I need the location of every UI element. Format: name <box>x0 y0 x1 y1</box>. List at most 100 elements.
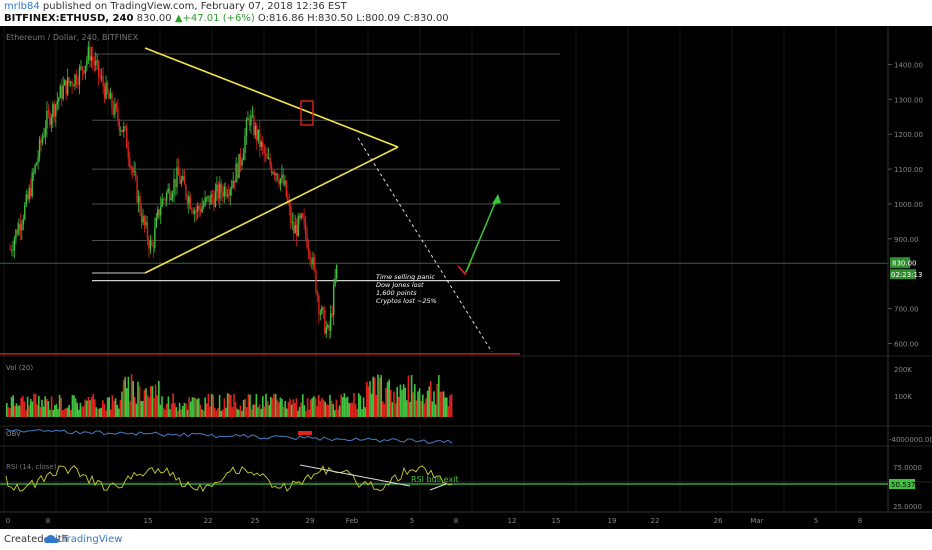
candle-body <box>140 212 143 223</box>
volume-bar <box>215 410 218 417</box>
volume-bar <box>124 377 126 417</box>
candle-body <box>239 154 242 166</box>
volume-bar <box>210 393 213 417</box>
volume-bar <box>138 386 141 417</box>
candle-body <box>71 81 73 86</box>
volume-bar <box>22 396 24 417</box>
volume-bar <box>102 400 104 417</box>
created-with-label: Created with <box>4 534 68 545</box>
candle-body <box>74 74 76 87</box>
candle-body <box>127 148 129 158</box>
volume-bar <box>276 399 278 417</box>
obv-line <box>5 428 453 444</box>
volume-bar <box>343 393 346 417</box>
time-tick-label: 25 <box>251 517 260 525</box>
volume-bar <box>63 408 66 417</box>
volume-bar <box>247 394 250 417</box>
author-link[interactable]: mrlb84 <box>4 1 40 12</box>
volume-bar <box>434 404 437 417</box>
volume-panel: Vol (20) 200K 100K <box>6 364 912 417</box>
time-tick-label: 15 <box>552 517 561 525</box>
volume-bar <box>394 403 397 417</box>
volume-bar <box>162 407 165 417</box>
candle-body <box>22 219 25 225</box>
volume-bar <box>359 395 362 417</box>
candle-body <box>298 215 301 219</box>
candle-body <box>160 206 162 216</box>
chart-area[interactable]: 1400.00 1300.00 1200.00 1100.00 1000.00 900.0… <box>0 26 932 529</box>
candle-body <box>102 76 104 87</box>
price-tick-label: 700.00 <box>894 306 919 314</box>
volume-bar <box>270 396 272 417</box>
volume-bar <box>66 407 69 417</box>
candle-body <box>241 160 243 166</box>
volume-bar <box>119 399 122 417</box>
candle-body <box>66 77 69 95</box>
volume-bar <box>356 408 358 417</box>
time-tick-label: 15 <box>144 517 153 525</box>
candle-body <box>222 192 224 197</box>
candle-body <box>77 83 79 85</box>
volume-bar <box>118 408 120 417</box>
candle-body <box>121 130 124 132</box>
candle-body <box>297 215 299 237</box>
last-price-badge <box>890 257 910 269</box>
price-candles <box>9 37 338 340</box>
volume-bar <box>156 395 158 417</box>
volume-bar <box>297 410 299 417</box>
candle-body <box>123 126 125 132</box>
chart-header: mrlb84 published on TradingView.com, Feb… <box>0 0 932 26</box>
volume-bar <box>159 404 162 417</box>
candle-body <box>242 153 245 161</box>
volume-bar <box>414 384 416 417</box>
last-price-badge-label: 830.00 <box>892 260 917 268</box>
candle-body <box>219 183 221 199</box>
volume-bar <box>60 397 62 417</box>
symbol-name[interactable]: BITFINEX:ETHUSD <box>4 13 106 24</box>
volume-bar <box>266 401 269 417</box>
volume-bar <box>385 387 387 417</box>
volume-bar <box>274 394 277 417</box>
volume-bar <box>15 403 18 417</box>
candle-body <box>43 135 45 138</box>
volume-bar <box>34 393 37 417</box>
volume-bar <box>298 406 301 417</box>
volume-bar <box>380 375 382 417</box>
volume-bar <box>194 398 197 417</box>
price-axis[interactable]: 1400.00 1300.00 1200.00 1100.00 1000.00 900.0… <box>887 26 923 511</box>
tradingview-brand[interactable]: TradingView <box>62 534 123 545</box>
volume-bar <box>182 406 184 417</box>
volume-bar <box>258 404 261 417</box>
interval-label: , 240 <box>105 13 134 24</box>
volume-bar <box>282 407 285 417</box>
volume-bar <box>199 404 202 417</box>
rsi-value-badge <box>889 479 915 489</box>
candle-body <box>41 137 44 143</box>
candle-body <box>186 196 189 204</box>
candle-body <box>12 249 14 251</box>
volume-bar <box>340 394 342 417</box>
volume-bar <box>39 407 42 417</box>
volume-bar <box>302 394 304 417</box>
time-axis[interactable]: 0 8 15 22 25 29 Feb 5 8 12 15 19 22 26 Mar 5 8 <box>0 511 932 525</box>
volume-bar <box>271 398 274 417</box>
volume-bar <box>47 401 50 417</box>
volume-bar <box>310 399 312 417</box>
volume-bar <box>241 410 243 417</box>
candle-body <box>89 46 91 61</box>
projection-arrowhead <box>492 194 501 204</box>
candle-body <box>133 170 135 172</box>
publish-date: published on TradingView.com, February 0… <box>39 1 347 12</box>
volume-bar <box>55 404 58 417</box>
volume-bar <box>108 397 110 417</box>
volume-bar <box>46 399 48 417</box>
candle-body <box>72 85 75 87</box>
volume-bar <box>103 403 106 417</box>
volume-bar <box>305 410 307 417</box>
obv-tick-label: -4000000.0000 <box>889 436 932 444</box>
candle-body <box>87 46 90 60</box>
candle-body <box>273 172 276 176</box>
volume-bar <box>382 401 384 417</box>
volume-bar <box>185 403 187 417</box>
volume-bar <box>335 399 338 417</box>
